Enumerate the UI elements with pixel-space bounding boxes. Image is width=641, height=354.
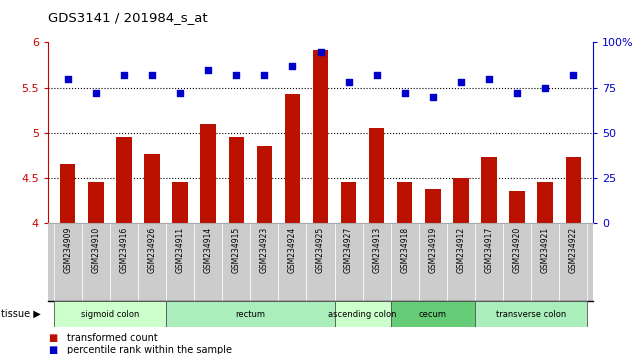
Text: GSM234911: GSM234911 <box>176 227 185 273</box>
Bar <box>256 146 272 223</box>
Point <box>428 94 438 99</box>
Bar <box>250 223 278 301</box>
Point <box>540 85 551 91</box>
Bar <box>510 192 525 223</box>
Text: sigmoid colon: sigmoid colon <box>81 310 139 319</box>
Text: GSM234924: GSM234924 <box>288 227 297 273</box>
Text: transverse colon: transverse colon <box>496 310 566 319</box>
Text: GSM234917: GSM234917 <box>485 227 494 273</box>
Bar <box>54 223 82 301</box>
Text: GSM234925: GSM234925 <box>316 227 325 273</box>
Bar <box>559 223 587 301</box>
Point <box>203 67 213 73</box>
Point <box>372 72 382 78</box>
Point <box>63 76 73 81</box>
Bar <box>201 124 216 223</box>
Text: GSM234922: GSM234922 <box>569 227 578 273</box>
Text: GDS3141 / 201984_s_at: GDS3141 / 201984_s_at <box>48 11 208 24</box>
Text: GSM234912: GSM234912 <box>456 227 465 273</box>
Bar <box>453 178 469 223</box>
Bar <box>503 223 531 301</box>
Bar <box>60 164 76 223</box>
Bar <box>425 189 440 223</box>
Bar <box>166 223 194 301</box>
Bar <box>369 128 385 223</box>
Bar <box>138 223 166 301</box>
Point <box>287 63 297 69</box>
Bar <box>313 50 328 223</box>
Point <box>484 76 494 81</box>
Bar <box>391 223 419 301</box>
Bar <box>475 301 587 327</box>
Bar <box>363 223 391 301</box>
Text: GSM234919: GSM234919 <box>428 227 437 273</box>
Point <box>568 72 578 78</box>
Point <box>399 90 410 96</box>
Bar <box>531 223 559 301</box>
Text: ■: ■ <box>48 346 57 354</box>
Text: GSM234909: GSM234909 <box>63 227 72 273</box>
Text: tissue ▶: tissue ▶ <box>1 309 40 319</box>
Point <box>147 72 157 78</box>
Text: rectum: rectum <box>235 310 265 319</box>
Bar <box>116 137 131 223</box>
Bar <box>475 223 503 301</box>
Bar <box>82 223 110 301</box>
Bar <box>481 157 497 223</box>
Bar <box>447 223 475 301</box>
Point <box>315 49 326 55</box>
Bar <box>285 94 300 223</box>
Text: cecum: cecum <box>419 310 447 319</box>
Bar <box>397 182 412 223</box>
Point <box>259 72 269 78</box>
Text: GSM234926: GSM234926 <box>147 227 156 273</box>
Text: GSM234914: GSM234914 <box>204 227 213 273</box>
Point <box>456 79 466 85</box>
Bar <box>419 223 447 301</box>
Bar <box>194 223 222 301</box>
Bar <box>565 157 581 223</box>
Text: GSM234918: GSM234918 <box>400 227 409 273</box>
Bar <box>172 182 188 223</box>
Bar <box>54 301 166 327</box>
Bar <box>110 223 138 301</box>
Bar <box>391 301 475 327</box>
Text: GSM234913: GSM234913 <box>372 227 381 273</box>
Bar <box>144 154 160 223</box>
Bar <box>537 182 553 223</box>
Point <box>175 90 185 96</box>
Bar <box>335 223 363 301</box>
Text: GSM234921: GSM234921 <box>540 227 550 273</box>
Bar <box>306 223 335 301</box>
Text: GSM234923: GSM234923 <box>260 227 269 273</box>
Bar <box>278 223 306 301</box>
Bar <box>88 182 104 223</box>
Bar <box>335 301 391 327</box>
Bar <box>341 182 356 223</box>
Text: GSM234920: GSM234920 <box>513 227 522 273</box>
Text: ascending colon: ascending colon <box>328 310 397 319</box>
Text: GSM234916: GSM234916 <box>119 227 128 273</box>
Text: transformed count: transformed count <box>67 333 158 343</box>
Bar <box>222 223 250 301</box>
Point <box>344 79 354 85</box>
Text: percentile rank within the sample: percentile rank within the sample <box>67 346 232 354</box>
Bar <box>229 137 244 223</box>
Point <box>512 90 522 96</box>
Bar <box>166 301 335 327</box>
Text: GSM234915: GSM234915 <box>232 227 241 273</box>
Point <box>90 90 101 96</box>
Point <box>119 72 129 78</box>
Text: GSM234910: GSM234910 <box>91 227 101 273</box>
Text: GSM234927: GSM234927 <box>344 227 353 273</box>
Point <box>231 72 242 78</box>
Text: ■: ■ <box>48 333 57 343</box>
